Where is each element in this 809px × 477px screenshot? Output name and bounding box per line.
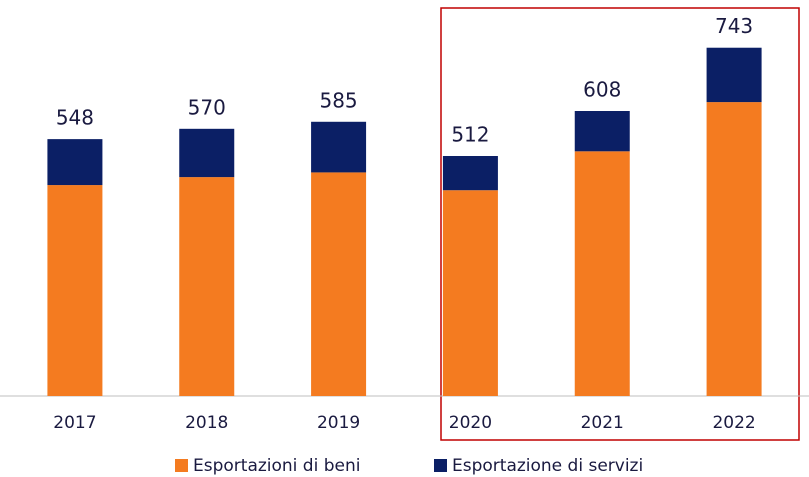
bar-segment (442, 156, 498, 191)
x-tick-label: 2021 (581, 413, 624, 433)
legend-label: Esportazione di servizi (452, 456, 643, 476)
x-tick-label: 2022 (712, 413, 755, 433)
total-label: 608 (583, 78, 621, 102)
bar-segment (47, 139, 103, 186)
legend-label: Esportazioni di beni (193, 456, 360, 476)
total-label: 570 (188, 95, 226, 119)
bar-segment (311, 121, 367, 173)
x-tick-label: 2019 (317, 413, 360, 433)
bar-segment (311, 172, 367, 396)
bar-segment (706, 102, 762, 396)
bar-segment (47, 185, 103, 396)
total-label: 512 (451, 123, 489, 147)
bar-segment (706, 47, 762, 103)
x-tick-label: 2017 (53, 413, 96, 433)
highlight-box (440, 7, 800, 441)
total-label: 743 (715, 14, 753, 38)
bar-segment (574, 111, 630, 152)
total-label: 548 (56, 106, 94, 130)
x-tick-label: 2018 (185, 413, 228, 433)
legend-swatch (434, 459, 447, 472)
legend-swatch (175, 459, 188, 472)
bar-segment (179, 128, 235, 178)
total-label: 585 (319, 88, 357, 112)
x-tick-label: 2020 (449, 413, 492, 433)
bar-segment (442, 190, 498, 396)
bar-segment (574, 151, 630, 396)
bar-segment (179, 177, 235, 396)
